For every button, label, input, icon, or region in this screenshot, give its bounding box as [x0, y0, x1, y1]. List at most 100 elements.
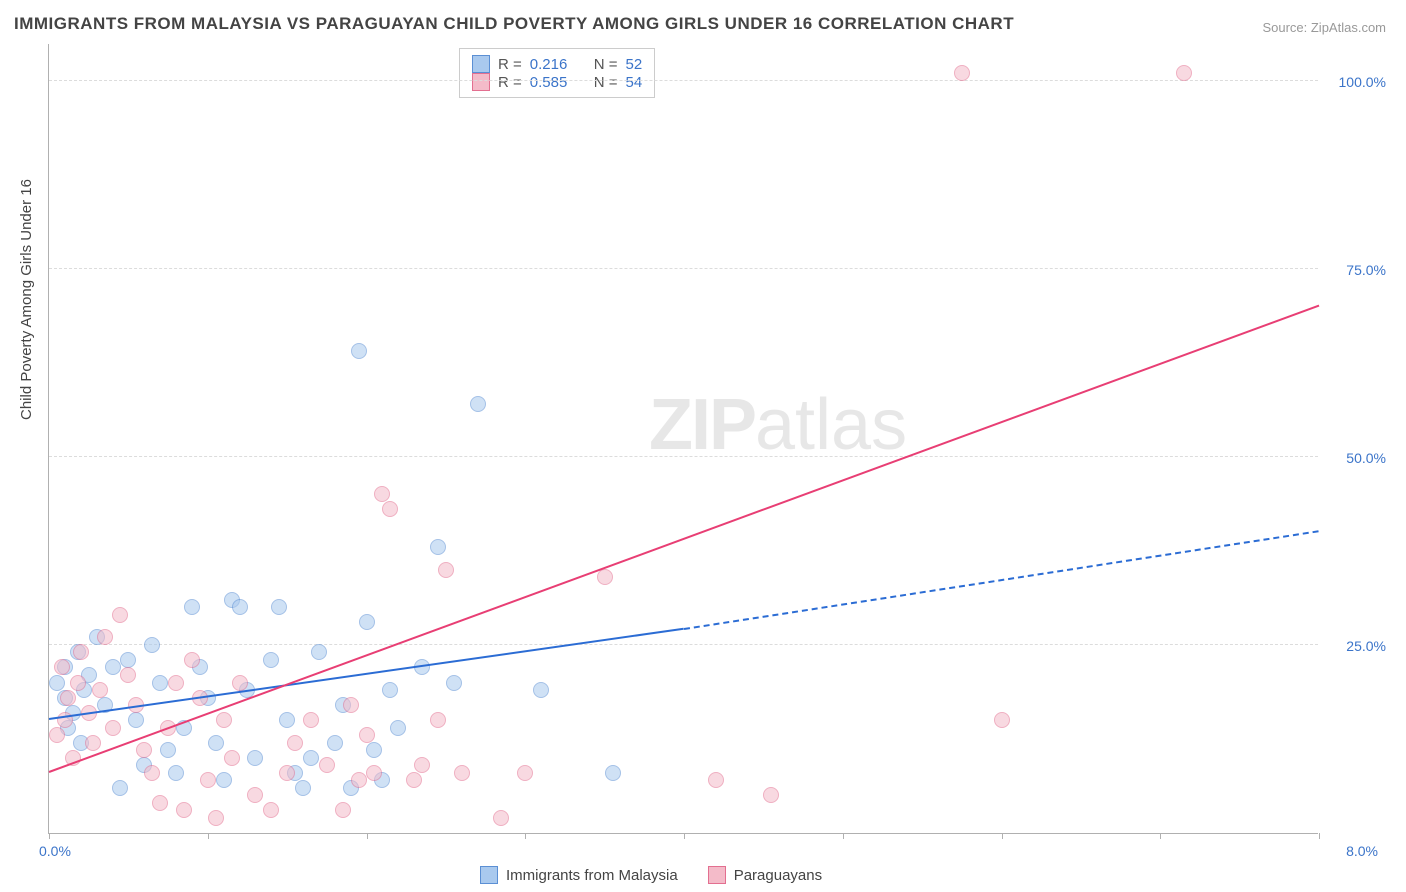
scatter-point-malaysia: [168, 765, 184, 781]
scatter-point-paraguay: [216, 712, 232, 728]
legend-row-paraguay: R =0.585N =54: [472, 73, 642, 91]
scatter-point-paraguay: [105, 720, 121, 736]
scatter-point-paraguay: [382, 501, 398, 517]
gridline: [49, 80, 1318, 81]
scatter-point-malaysia: [470, 396, 486, 412]
y-axis-label: Child Poverty Among Girls Under 16: [18, 179, 35, 420]
scatter-point-malaysia: [382, 682, 398, 698]
legend-n-label: N =: [594, 74, 618, 91]
legend-row-malaysia: R = 0.216 N = 52: [472, 55, 642, 73]
x-tick: [1160, 833, 1161, 839]
scatter-point-malaysia: [311, 644, 327, 660]
scatter-point-paraguay: [168, 675, 184, 691]
scatter-point-malaysia: [351, 343, 367, 359]
scatter-point-paraguay: [414, 757, 430, 773]
series-legend-item-malaysia: Immigrants from Malaysia: [480, 866, 678, 884]
scatter-point-paraguay: [97, 629, 113, 645]
scatter-point-malaysia: [184, 599, 200, 615]
legend-r-label: R =: [498, 56, 522, 73]
scatter-point-malaysia: [49, 675, 65, 691]
scatter-point-paraguay: [263, 802, 279, 818]
x-axis-max-label: 8.0%: [1346, 843, 1378, 859]
scatter-point-malaysia: [152, 675, 168, 691]
y-tick-label: 25.0%: [1346, 638, 1386, 654]
scatter-point-paraguay: [994, 712, 1010, 728]
scatter-point-paraguay: [73, 644, 89, 660]
x-tick: [208, 833, 209, 839]
scatter-point-malaysia: [208, 735, 224, 751]
scatter-point-paraguay: [366, 765, 382, 781]
scatter-point-malaysia: [605, 765, 621, 781]
y-tick-label: 75.0%: [1346, 262, 1386, 278]
legend-n-label: N =: [594, 56, 618, 73]
legend-n-value: 52: [626, 56, 643, 73]
scatter-point-paraguay: [232, 675, 248, 691]
series-label: Paraguayans: [734, 867, 822, 884]
gridline: [49, 268, 1318, 269]
plot-area: ZIPatlas 0.0% 8.0% R =0.216N =52R =0.585…: [48, 44, 1318, 834]
source-attribution: Source: ZipAtlas.com: [1262, 20, 1386, 35]
scatter-point-paraguay: [208, 810, 224, 826]
watermark-rest: atlas: [755, 385, 907, 465]
legend-swatch: [472, 55, 490, 73]
scatter-point-malaysia: [279, 712, 295, 728]
legend-swatch: [480, 866, 498, 884]
watermark: ZIPatlas: [649, 384, 907, 466]
scatter-point-paraguay: [359, 727, 375, 743]
scatter-point-malaysia: [247, 750, 263, 766]
scatter-point-paraguay: [49, 727, 65, 743]
scatter-point-paraguay: [1176, 65, 1192, 81]
scatter-point-paraguay: [708, 772, 724, 788]
scatter-point-malaysia: [160, 742, 176, 758]
scatter-point-malaysia: [144, 637, 160, 653]
x-axis-min-label: 0.0%: [39, 843, 71, 859]
scatter-point-malaysia: [232, 599, 248, 615]
scatter-point-malaysia: [120, 652, 136, 668]
chart-title: IMMIGRANTS FROM MALAYSIA VS PARAGUAYAN C…: [14, 14, 1014, 34]
x-tick: [1319, 833, 1320, 839]
scatter-point-paraguay: [247, 787, 263, 803]
scatter-point-paraguay: [176, 802, 192, 818]
y-tick-label: 100.0%: [1339, 74, 1386, 90]
scatter-point-malaysia: [271, 599, 287, 615]
scatter-point-paraguay: [430, 712, 446, 728]
x-tick: [684, 833, 685, 839]
scatter-point-malaysia: [366, 742, 382, 758]
trend-line-dashed: [684, 530, 1319, 630]
scatter-point-paraguay: [54, 659, 70, 675]
scatter-point-paraguay: [763, 787, 779, 803]
series-legend-item-paraguay: Paraguayans: [708, 866, 822, 884]
scatter-point-paraguay: [335, 802, 351, 818]
scatter-point-paraguay: [517, 765, 533, 781]
scatter-point-paraguay: [120, 667, 136, 683]
scatter-point-paraguay: [92, 682, 108, 698]
scatter-point-paraguay: [224, 750, 240, 766]
scatter-point-paraguay: [136, 742, 152, 758]
scatter-point-paraguay: [152, 795, 168, 811]
scatter-point-paraguay: [303, 712, 319, 728]
scatter-point-paraguay: [454, 765, 470, 781]
scatter-point-paraguay: [597, 569, 613, 585]
correlation-legend: R = 0.216 N = 52R =0.585N =54: [459, 48, 655, 98]
scatter-point-malaysia: [263, 652, 279, 668]
scatter-point-malaysia: [216, 772, 232, 788]
scatter-point-paraguay: [319, 757, 335, 773]
legend-swatch: [708, 866, 726, 884]
x-tick: [843, 833, 844, 839]
scatter-point-paraguay: [493, 810, 509, 826]
scatter-point-paraguay: [85, 735, 101, 751]
x-tick: [49, 833, 50, 839]
scatter-point-malaysia: [303, 750, 319, 766]
trend-line: [49, 304, 1320, 772]
scatter-point-malaysia: [533, 682, 549, 698]
scatter-point-paraguay: [200, 772, 216, 788]
scatter-point-malaysia: [446, 675, 462, 691]
scatter-point-paraguay: [954, 65, 970, 81]
scatter-point-paraguay: [374, 486, 390, 502]
legend-r-value: 0.216: [530, 56, 580, 73]
legend-r-label: R =: [498, 74, 522, 91]
scatter-point-malaysia: [390, 720, 406, 736]
scatter-point-paraguay: [279, 765, 295, 781]
scatter-point-paraguay: [343, 697, 359, 713]
series-legend: Immigrants from Malaysia Paraguayans: [480, 866, 822, 884]
